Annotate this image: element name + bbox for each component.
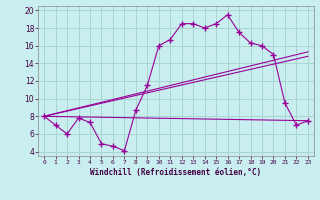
X-axis label: Windchill (Refroidissement éolien,°C): Windchill (Refroidissement éolien,°C) [91,168,261,177]
